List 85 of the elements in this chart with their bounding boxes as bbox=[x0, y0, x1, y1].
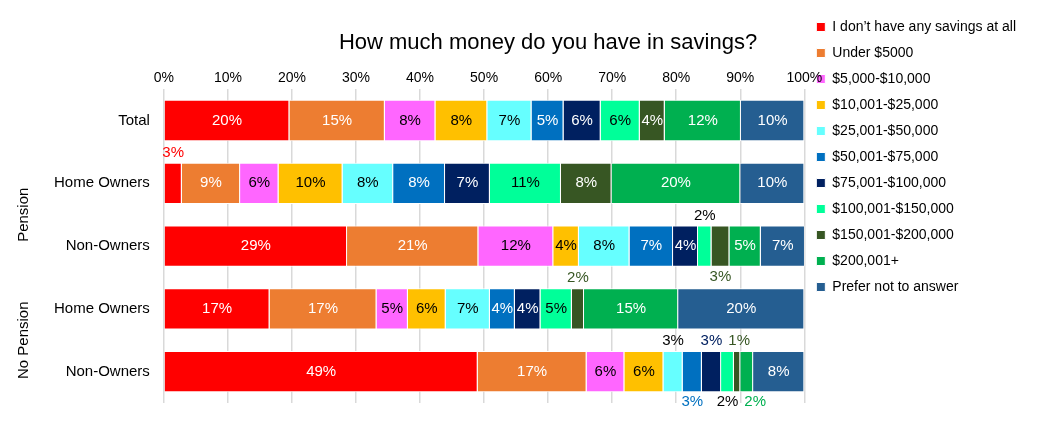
legend-label: $10,001-$25,000 bbox=[832, 95, 939, 112]
text: No Pension bbox=[14, 301, 32, 380]
data-label: 8% bbox=[575, 173, 598, 191]
data-label: 6% bbox=[609, 110, 632, 128]
data-label: 10% bbox=[295, 173, 326, 191]
data-label: 2% bbox=[567, 268, 589, 286]
data-label: 6% bbox=[571, 110, 593, 128]
data-label: 4% bbox=[641, 110, 664, 128]
data-label: 8% bbox=[357, 173, 379, 191]
data-label: 3% bbox=[700, 331, 723, 349]
x-tick-label: 50% bbox=[470, 68, 499, 85]
data-label: 11% bbox=[510, 173, 540, 191]
x-tick-label: 0% bbox=[153, 68, 174, 85]
data-label: 7% bbox=[498, 110, 521, 128]
data-label: 3% bbox=[162, 142, 185, 160]
x-tick-label: 90% bbox=[726, 68, 755, 85]
data-label: 5% bbox=[545, 299, 567, 316]
legend-label: $25,001-$50,000 bbox=[832, 121, 939, 138]
text: Pension bbox=[14, 187, 32, 242]
data-label: 15% bbox=[616, 299, 647, 316]
data-label: 20% bbox=[660, 173, 691, 191]
data-label: 6% bbox=[415, 299, 438, 316]
y-tick-label: Home Owners bbox=[54, 299, 150, 316]
data-label: 17% bbox=[202, 299, 233, 316]
legend-label: $150,001-$200,000 bbox=[832, 225, 954, 242]
y-tick-label: Total bbox=[118, 110, 150, 128]
legend-label: Under $5000 bbox=[832, 43, 914, 60]
x-tick-label: 60% bbox=[534, 68, 563, 85]
data-label: 12% bbox=[500, 236, 531, 254]
x-tick-label: 40% bbox=[406, 68, 435, 85]
data-label: 4% bbox=[491, 299, 514, 316]
data-label: 2% bbox=[744, 392, 766, 410]
data-label: 8% bbox=[767, 361, 790, 379]
data-label: 20% bbox=[726, 299, 757, 316]
legend-label: $50,001-$75,000 bbox=[832, 147, 939, 164]
y-tick-label: Non-Owners bbox=[65, 236, 150, 254]
data-label: 1% bbox=[728, 331, 750, 349]
legend-label: $75,001-$100,000 bbox=[832, 173, 947, 190]
data-label: 7% bbox=[456, 173, 479, 191]
data-label: 3% bbox=[681, 392, 704, 410]
legend-label: $5,000-$10,000 bbox=[832, 69, 931, 86]
data-label: 29% bbox=[240, 236, 271, 254]
data-label: 10% bbox=[757, 173, 788, 191]
y-tick-label: Home Owners bbox=[54, 173, 150, 191]
legend-label: Prefer not to answer bbox=[832, 277, 959, 294]
x-tick-label: 10% bbox=[213, 68, 242, 85]
chart-title: How much money do you have in savings? bbox=[338, 29, 758, 55]
data-label: 3% bbox=[662, 331, 684, 349]
data-label: 6% bbox=[248, 173, 271, 191]
x-tick-label: 70% bbox=[598, 68, 627, 85]
x-tick-label: 80% bbox=[662, 68, 691, 85]
x-tick-label: 30% bbox=[341, 68, 371, 85]
data-label: 15% bbox=[322, 110, 353, 128]
data-label: 17% bbox=[308, 299, 339, 316]
legend-label: $200,001+ bbox=[832, 251, 899, 268]
data-label: 10% bbox=[757, 110, 788, 128]
data-label: 2% bbox=[693, 205, 716, 223]
data-label: 4% bbox=[674, 236, 697, 254]
data-label: 5% bbox=[536, 110, 559, 128]
data-label: 49% bbox=[306, 361, 337, 379]
y-tick-label: Non-Owners bbox=[65, 361, 150, 379]
data-label: 20% bbox=[211, 110, 243, 128]
legend-label: $100,001-$150,000 bbox=[832, 199, 954, 216]
data-label: 7% bbox=[772, 236, 794, 254]
data-label: 7% bbox=[640, 236, 663, 254]
data-label: 8% bbox=[399, 110, 421, 128]
data-label: 3% bbox=[709, 266, 732, 284]
data-label: 5% bbox=[381, 299, 404, 316]
data-label: 17% bbox=[517, 361, 548, 379]
data-label: 6% bbox=[633, 361, 655, 379]
x-tick-label: 100% bbox=[786, 68, 823, 85]
x-tick-label: 20% bbox=[277, 68, 306, 85]
data-label: 12% bbox=[687, 110, 718, 128]
data-label: 4% bbox=[516, 299, 539, 316]
data-label: 21% bbox=[397, 236, 428, 254]
legend-label: I don’t have any savings at all bbox=[832, 17, 1016, 34]
data-label: 6% bbox=[594, 361, 617, 379]
data-label: 4% bbox=[555, 236, 577, 254]
data-label: 2% bbox=[716, 392, 739, 410]
data-label: 8% bbox=[593, 236, 616, 254]
data-label: 7% bbox=[456, 299, 479, 316]
data-label: 8% bbox=[450, 110, 473, 128]
data-label: 9% bbox=[200, 173, 222, 191]
data-label: 5% bbox=[734, 236, 756, 254]
data-label: 8% bbox=[408, 173, 430, 191]
